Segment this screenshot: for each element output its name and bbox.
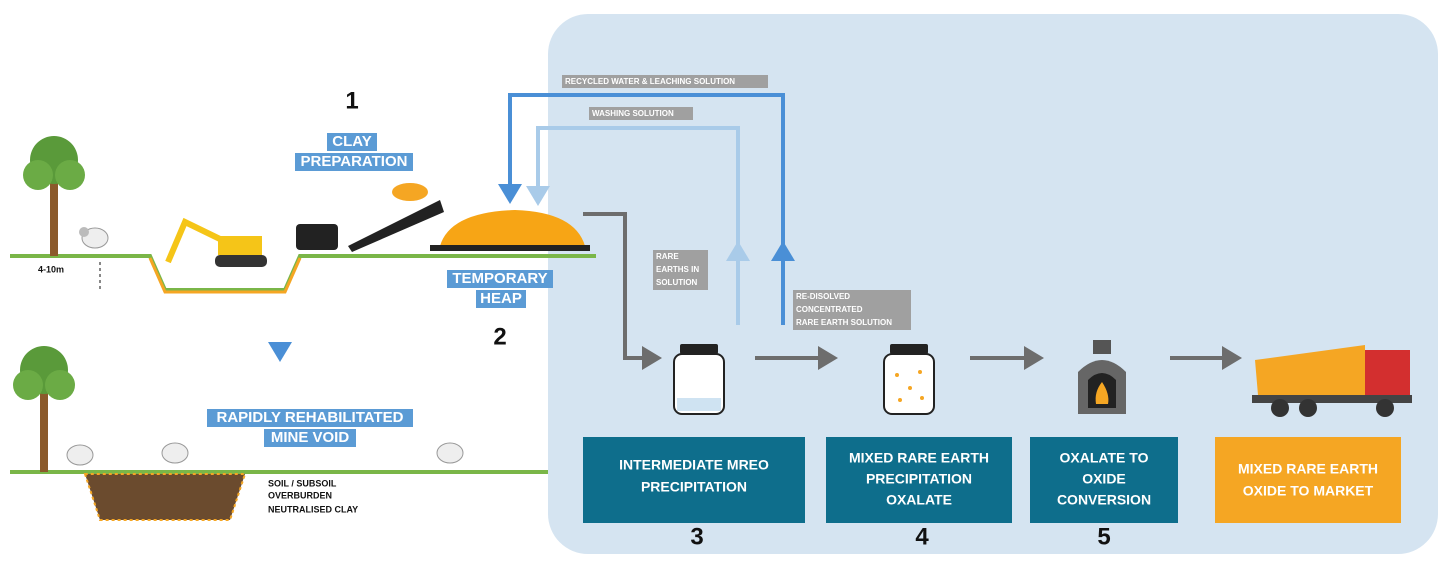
mine-site-part (215, 255, 267, 267)
step-2: TEMPORARY HEAP 2 (447, 270, 553, 350)
label: 5 (1097, 523, 1110, 550)
label: OVERBURDEN (268, 490, 332, 500)
step-1: 1 CLAY PREPARATION (295, 87, 413, 171)
mine-site-part (23, 160, 53, 190)
jar-icon-part (908, 386, 912, 390)
label: OXALATE (886, 492, 952, 508)
furnace-icon-part (1093, 340, 1111, 354)
rehabilitated-site-part (162, 443, 188, 463)
label: CONVERSION (1057, 492, 1151, 508)
label: OXALATE TO (1060, 450, 1149, 466)
market: MIXED RARE EARTH OXIDE TO MARKET (1215, 437, 1401, 523)
page: {"steps":[ {"number":"1","label":["CLAY"… (0, 0, 1446, 568)
label: MINE VOID (271, 429, 350, 446)
jar-icon-part (680, 344, 718, 354)
label: PREPARATION (301, 153, 408, 170)
truck-icon-part (1365, 350, 1410, 398)
mine-site-part (348, 200, 444, 252)
jar-icon-part (890, 344, 928, 354)
label: HEAP (480, 290, 522, 307)
rehabilitated-site-part (45, 370, 75, 400)
market-part (1215, 437, 1401, 523)
truck-icon-part (1299, 399, 1317, 417)
jar-icon-part (918, 370, 922, 374)
jar-icon (674, 344, 724, 414)
label: CONCENTRATED (796, 305, 863, 314)
jar-icon-part (677, 398, 721, 411)
jar-icon-part (884, 354, 934, 414)
mine-site-part (430, 245, 590, 251)
label: 4 (915, 523, 929, 550)
jar-icon-part (898, 398, 902, 402)
depth-label: 4-10m (38, 264, 64, 274)
label: RARE (656, 252, 679, 261)
label: 2 (493, 323, 506, 350)
label: EARTHS IN (656, 265, 699, 274)
jar-icon-part (895, 373, 899, 377)
mine-site-part (218, 236, 262, 255)
rehabilitated-site-part (40, 385, 48, 472)
rehab-label: RAPIDLY REHABILITATED MINE VOID (207, 409, 413, 447)
label: SOLUTION (656, 278, 698, 287)
label: 3 (690, 523, 703, 550)
label: MIXED RARE EARTH (849, 450, 989, 466)
diagram: 4-10m SOIL / SUBSOIL OVERBURDEN NEUTRALI… (0, 0, 1446, 568)
rehabilitated-site-part (85, 474, 245, 520)
mine-site-part (168, 222, 222, 262)
label: OXIDE (1082, 471, 1126, 487)
truck-icon-part (1376, 399, 1394, 417)
label: PRECIPITATION (641, 479, 747, 495)
label: CLAY (332, 133, 371, 150)
label: RAPIDLY REHABILITATED (217, 409, 404, 426)
layer-labels: SOIL / SUBSOIL OVERBURDEN NEUTRALISED CL… (268, 478, 358, 514)
label: SOIL / SUBSOIL (268, 478, 337, 488)
label: PRECIPITATION (866, 471, 972, 487)
label: OXIDE TO MARKET (1243, 483, 1374, 499)
mine-site-part (392, 183, 428, 201)
label: NEUTRALISED CLAY (268, 504, 358, 514)
label: RARE EARTH SOLUTION (796, 318, 892, 327)
label: 1 (345, 87, 358, 114)
label: INTERMEDIATE MREO (619, 457, 769, 473)
label: RE-DISOLVED (796, 292, 850, 301)
rehabilitated-site-part (13, 370, 43, 400)
mine-site-part (296, 224, 338, 250)
mine-site-part (55, 160, 85, 190)
label: RECYCLED WATER & LEACHING SOLUTION (565, 77, 735, 86)
jar-icon-part (920, 396, 924, 400)
rehabilitated-site-part (268, 342, 292, 362)
mine-site-part (79, 227, 89, 237)
label: MIXED RARE EARTH (1238, 461, 1378, 477)
rehabilitated-site-part (437, 443, 463, 463)
label: TEMPORARY (452, 270, 547, 287)
jar-icon (884, 344, 934, 414)
label: WASHING SOLUTION (592, 109, 674, 118)
rehabilitated-site-part (67, 445, 93, 465)
truck-icon-part (1271, 399, 1289, 417)
